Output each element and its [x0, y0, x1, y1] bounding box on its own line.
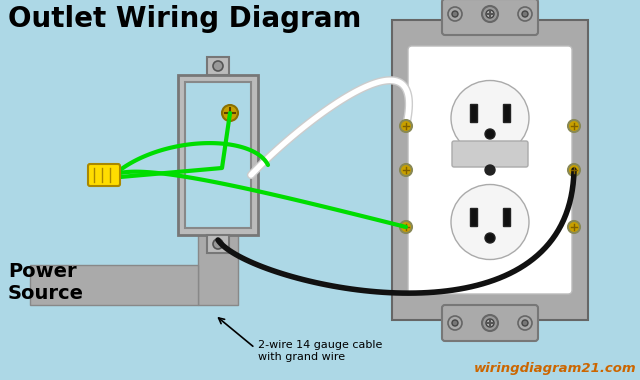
Circle shape [518, 316, 532, 330]
Bar [392, 20, 588, 320]
FancyBboxPatch shape [88, 164, 120, 186]
Circle shape [213, 239, 223, 249]
Text: Outlet Wiring Diagram: Outlet Wiring Diagram [8, 5, 362, 33]
Circle shape [452, 320, 458, 326]
FancyBboxPatch shape [452, 141, 528, 167]
Bar [470, 208, 477, 226]
Circle shape [222, 105, 238, 121]
Circle shape [400, 221, 412, 233]
Circle shape [448, 316, 462, 330]
Bar [178, 75, 258, 235]
Circle shape [213, 61, 223, 71]
Ellipse shape [485, 129, 495, 139]
Circle shape [482, 6, 498, 22]
FancyBboxPatch shape [442, 305, 538, 341]
Ellipse shape [485, 233, 495, 243]
Bar [30, 265, 198, 305]
Circle shape [522, 11, 528, 17]
Text: Power
Source: Power Source [8, 262, 84, 303]
Text: wiringdiagram21.com: wiringdiagram21.com [474, 362, 636, 375]
Circle shape [400, 164, 412, 176]
Ellipse shape [451, 185, 529, 260]
Bar [503, 208, 510, 226]
Bar [207, 235, 229, 253]
Circle shape [486, 10, 494, 18]
Circle shape [568, 164, 580, 176]
FancyBboxPatch shape [442, 0, 538, 35]
Circle shape [482, 315, 498, 331]
Bar [470, 104, 477, 122]
Circle shape [400, 120, 412, 132]
Bar [198, 235, 238, 305]
Circle shape [448, 7, 462, 21]
Circle shape [485, 165, 495, 175]
Bar [185, 82, 251, 228]
Circle shape [568, 221, 580, 233]
Bar [207, 57, 229, 75]
Circle shape [486, 319, 494, 327]
Circle shape [522, 320, 528, 326]
Text: 2-wire 14 gauge cable
with grand wire: 2-wire 14 gauge cable with grand wire [258, 340, 382, 362]
FancyBboxPatch shape [408, 46, 572, 294]
Ellipse shape [451, 81, 529, 155]
Bar [503, 104, 510, 122]
Circle shape [568, 120, 580, 132]
Circle shape [452, 11, 458, 17]
Circle shape [518, 7, 532, 21]
